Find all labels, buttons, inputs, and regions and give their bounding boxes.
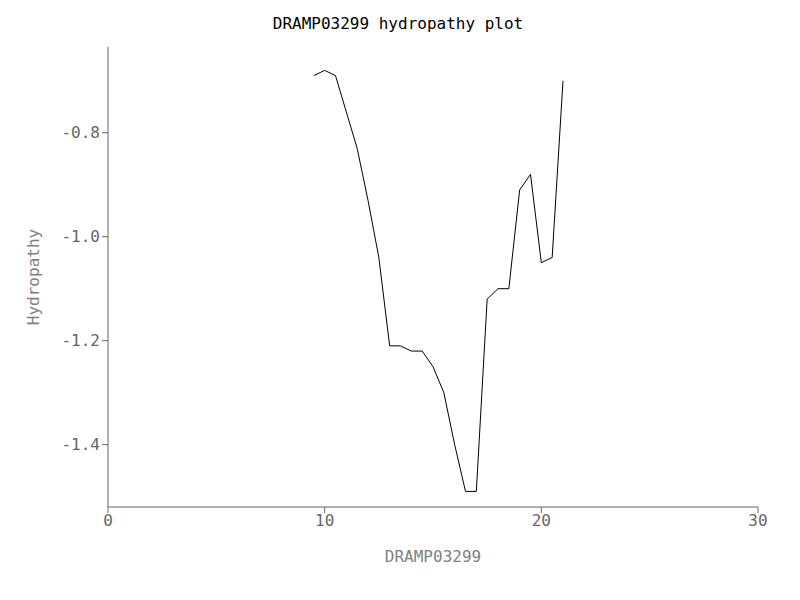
svg-text:-0.8: -0.8	[61, 123, 100, 142]
svg-text:10: 10	[315, 511, 334, 530]
svg-text:-1.0: -1.0	[61, 227, 100, 246]
html-text:DRAMP03299 hydropathy plot: DRAMP03299 hydropathy plot	[272, 14, 524, 33]
svg-text:DRAMP03299: DRAMP03299	[385, 547, 481, 566]
svg-text:-1.4: -1.4	[61, 435, 100, 454]
svg-text:0: 0	[103, 511, 113, 530]
svg-text:-1.2: -1.2	[61, 331, 100, 350]
svg-text:30: 30	[748, 511, 767, 530]
svg-text:20: 20	[532, 511, 551, 530]
svg-text:Hydropathy: Hydropathy	[24, 228, 43, 325]
